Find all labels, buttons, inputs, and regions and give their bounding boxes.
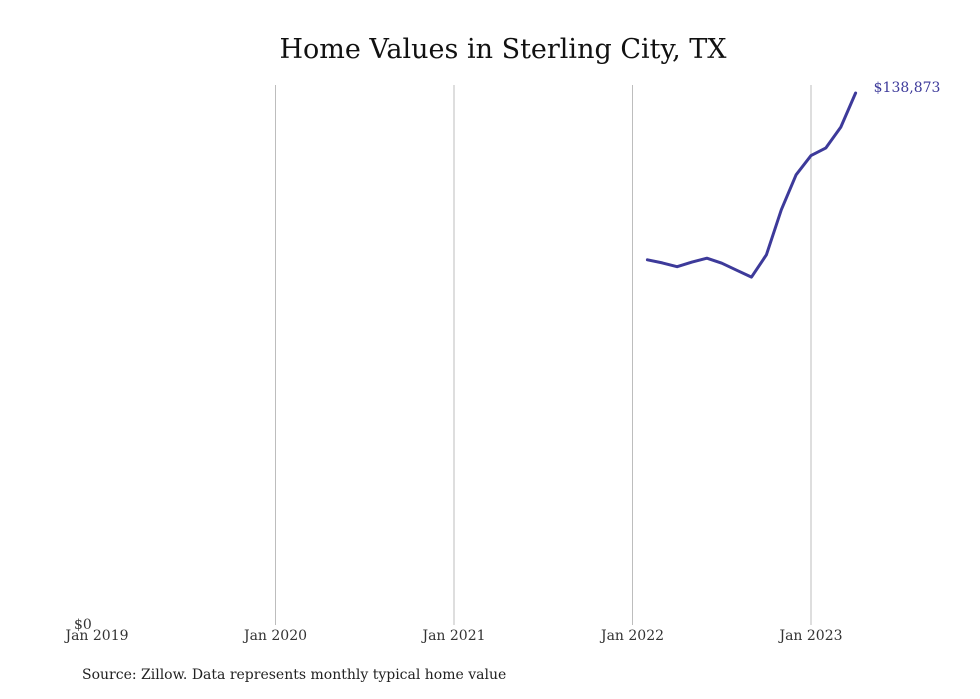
- x-tick-label: Jan 2021: [420, 628, 485, 644]
- x-axis-ticks: Jan 2019 Jan 2020 Jan 2021 Jan 2022 Jan 2023: [63, 628, 842, 644]
- end-value-label: $138,873: [874, 80, 941, 96]
- x-tick-label: Jan 2023: [777, 628, 842, 644]
- series-line: [645, 91, 858, 279]
- vertical-gridlines: [275, 85, 812, 625]
- source-note: Source: Zillow. Data represents monthly …: [82, 667, 507, 683]
- series-group: $138,873: [645, 80, 941, 279]
- x-tick-label: Jan 2019: [63, 628, 128, 644]
- x-tick-label: Jan 2020: [242, 628, 307, 644]
- home-values-chart: Home Values in Sterling City, TX Jan 201…: [63, 34, 941, 644]
- y-tick-label: $0: [74, 617, 92, 633]
- chart-title: Home Values in Sterling City, TX: [279, 34, 727, 65]
- x-tick-label: Jan 2022: [599, 628, 664, 644]
